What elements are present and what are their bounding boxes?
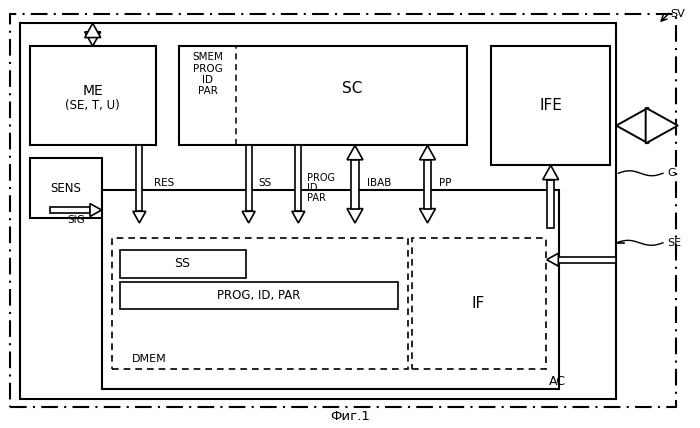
Polygon shape — [242, 211, 255, 223]
Text: PAR: PAR — [198, 86, 218, 96]
FancyBboxPatch shape — [120, 282, 398, 309]
FancyBboxPatch shape — [30, 46, 156, 146]
Text: PROG: PROG — [307, 173, 335, 183]
FancyBboxPatch shape — [102, 190, 559, 389]
Polygon shape — [347, 208, 363, 223]
FancyBboxPatch shape — [559, 257, 616, 263]
Text: SV: SV — [670, 9, 685, 19]
FancyBboxPatch shape — [20, 23, 616, 399]
Text: ID: ID — [307, 183, 318, 193]
FancyBboxPatch shape — [10, 14, 676, 407]
FancyBboxPatch shape — [111, 238, 407, 369]
Text: IBAB: IBAB — [367, 178, 391, 188]
FancyBboxPatch shape — [50, 207, 90, 213]
Polygon shape — [347, 146, 363, 160]
Polygon shape — [616, 108, 648, 143]
Text: SS: SS — [258, 178, 272, 188]
FancyBboxPatch shape — [424, 160, 431, 208]
FancyBboxPatch shape — [412, 238, 546, 369]
Text: PROG, ID, PAR: PROG, ID, PAR — [217, 289, 300, 302]
FancyBboxPatch shape — [547, 180, 554, 228]
FancyBboxPatch shape — [136, 146, 142, 211]
Text: PP: PP — [440, 178, 452, 188]
Text: SMEM: SMEM — [193, 52, 223, 62]
Polygon shape — [542, 165, 559, 180]
Text: SC: SC — [342, 81, 362, 96]
FancyBboxPatch shape — [30, 158, 101, 218]
FancyBboxPatch shape — [120, 250, 246, 278]
Polygon shape — [419, 208, 435, 223]
FancyBboxPatch shape — [246, 146, 251, 211]
FancyBboxPatch shape — [351, 160, 358, 208]
Text: ID: ID — [202, 75, 214, 85]
Text: G: G — [667, 168, 676, 178]
Polygon shape — [85, 32, 101, 46]
FancyBboxPatch shape — [491, 46, 610, 165]
Polygon shape — [547, 253, 559, 266]
FancyBboxPatch shape — [295, 146, 301, 211]
Polygon shape — [645, 108, 678, 143]
Text: SS: SS — [174, 257, 190, 270]
Polygon shape — [85, 23, 101, 38]
Polygon shape — [419, 146, 435, 160]
Polygon shape — [133, 211, 146, 223]
Text: Фиг.1: Фиг.1 — [330, 410, 370, 423]
Text: ME: ME — [83, 84, 103, 98]
Text: IFE: IFE — [539, 98, 562, 113]
Text: AC: AC — [549, 375, 566, 388]
Text: SIG: SIG — [67, 215, 85, 225]
Polygon shape — [292, 211, 304, 223]
Polygon shape — [90, 204, 101, 217]
Text: RES: RES — [154, 178, 174, 188]
Text: IF: IF — [472, 296, 485, 311]
Text: SENS: SENS — [50, 181, 81, 195]
Text: (SE, T, U): (SE, T, U) — [65, 99, 120, 112]
Text: PAR: PAR — [307, 193, 326, 203]
Text: PROG: PROG — [193, 64, 223, 74]
Text: DMEM: DMEM — [132, 354, 166, 364]
Text: SE: SE — [667, 238, 681, 248]
FancyBboxPatch shape — [179, 46, 467, 146]
